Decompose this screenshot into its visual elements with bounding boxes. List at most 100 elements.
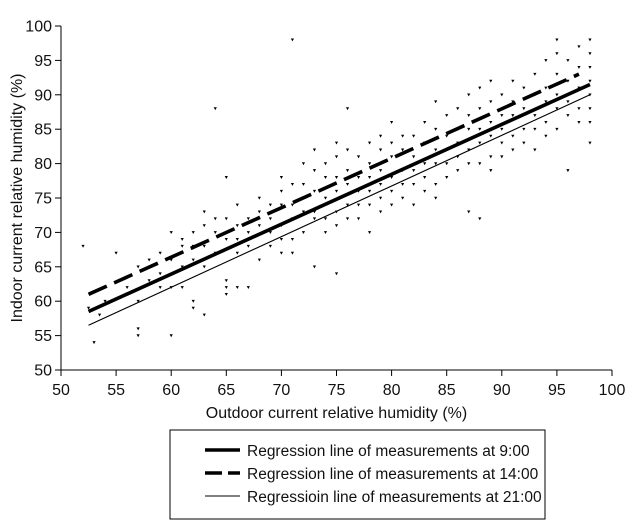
legend-label-2: Regression line of measurements at 14:00 xyxy=(247,466,539,483)
data-point xyxy=(533,127,537,131)
data-point xyxy=(390,189,394,193)
data-point xyxy=(345,203,350,207)
data-point xyxy=(224,217,228,221)
data-point xyxy=(544,86,548,90)
data-point xyxy=(257,196,261,200)
data-point xyxy=(158,251,162,255)
data-point xyxy=(279,251,283,255)
data-point xyxy=(445,162,449,166)
data-point xyxy=(345,217,350,221)
data-point xyxy=(577,45,581,49)
data-point xyxy=(268,231,272,234)
y-tick-label: 50 xyxy=(34,363,52,380)
data-point xyxy=(401,196,405,200)
regression-line-3 xyxy=(88,94,591,326)
data-point xyxy=(158,286,162,290)
data-point xyxy=(522,107,526,111)
data-point xyxy=(235,224,239,228)
x-tick-label: 70 xyxy=(273,382,291,399)
data-point xyxy=(445,114,449,118)
data-point xyxy=(279,203,283,207)
data-point xyxy=(180,244,184,248)
x-tick-label: 75 xyxy=(328,382,346,399)
data-point xyxy=(588,52,592,56)
data-point xyxy=(334,141,339,145)
x-tick-label: 80 xyxy=(383,382,401,399)
data-point xyxy=(412,169,416,173)
data-point xyxy=(235,237,239,241)
data-point xyxy=(147,279,151,283)
data-point xyxy=(257,258,261,262)
data-point xyxy=(588,65,592,69)
data-point xyxy=(390,176,394,179)
data-point xyxy=(268,244,272,248)
data-point xyxy=(224,279,228,283)
data-point xyxy=(588,121,592,124)
data-point xyxy=(522,127,526,131)
data-point xyxy=(489,121,493,124)
data-point xyxy=(445,134,449,138)
data-point xyxy=(544,121,548,124)
y-axis-title: Indoor current relative humidity (%) xyxy=(9,74,26,323)
data-point xyxy=(434,182,438,186)
data-point xyxy=(367,176,372,179)
data-point xyxy=(500,93,504,97)
regression-line-2 xyxy=(87,72,580,296)
data-point xyxy=(213,107,217,111)
data-point xyxy=(92,341,96,345)
data-point xyxy=(478,141,482,145)
data-point xyxy=(356,203,361,207)
data-point xyxy=(86,306,91,310)
data-point xyxy=(290,251,295,255)
data-point xyxy=(423,162,427,166)
data-point xyxy=(533,114,537,118)
scatter-points xyxy=(81,38,592,345)
data-point xyxy=(169,334,173,338)
data-point xyxy=(356,155,361,159)
x-tick-label: 55 xyxy=(107,382,125,399)
data-point xyxy=(511,100,515,104)
data-point xyxy=(312,148,317,152)
data-point xyxy=(566,114,570,118)
regression-lines xyxy=(87,72,591,326)
data-point xyxy=(478,217,482,221)
data-point xyxy=(467,93,471,97)
data-point xyxy=(434,100,438,104)
data-point xyxy=(434,148,438,152)
data-point xyxy=(323,217,328,221)
data-point xyxy=(136,299,140,303)
data-point xyxy=(180,286,184,290)
data-point xyxy=(235,203,239,207)
data-point xyxy=(544,100,548,104)
data-point xyxy=(367,141,372,145)
data-point xyxy=(103,299,107,303)
data-point xyxy=(555,93,559,97)
data-point xyxy=(367,203,372,207)
data-point xyxy=(290,203,295,207)
data-point xyxy=(180,237,184,241)
data-point xyxy=(257,210,261,214)
data-point xyxy=(268,203,272,207)
data-point xyxy=(478,107,482,111)
data-point xyxy=(378,196,383,200)
x-tick-label: 100 xyxy=(599,382,626,399)
data-point xyxy=(136,327,140,331)
data-point xyxy=(246,231,250,234)
data-point xyxy=(279,176,283,179)
data-point xyxy=(588,141,592,145)
data-point xyxy=(401,148,405,152)
data-point xyxy=(434,196,438,200)
data-point xyxy=(323,162,328,166)
data-point xyxy=(577,107,581,111)
data-point xyxy=(158,272,162,276)
data-point xyxy=(390,141,394,145)
data-point xyxy=(434,162,438,166)
data-point xyxy=(489,100,493,104)
legend: Regression line of measurements at 9:00 R… xyxy=(169,429,546,520)
data-point xyxy=(345,182,350,186)
data-point xyxy=(367,162,372,166)
data-point xyxy=(588,107,592,111)
x-tick-label: 65 xyxy=(217,382,235,399)
data-point xyxy=(246,286,250,290)
